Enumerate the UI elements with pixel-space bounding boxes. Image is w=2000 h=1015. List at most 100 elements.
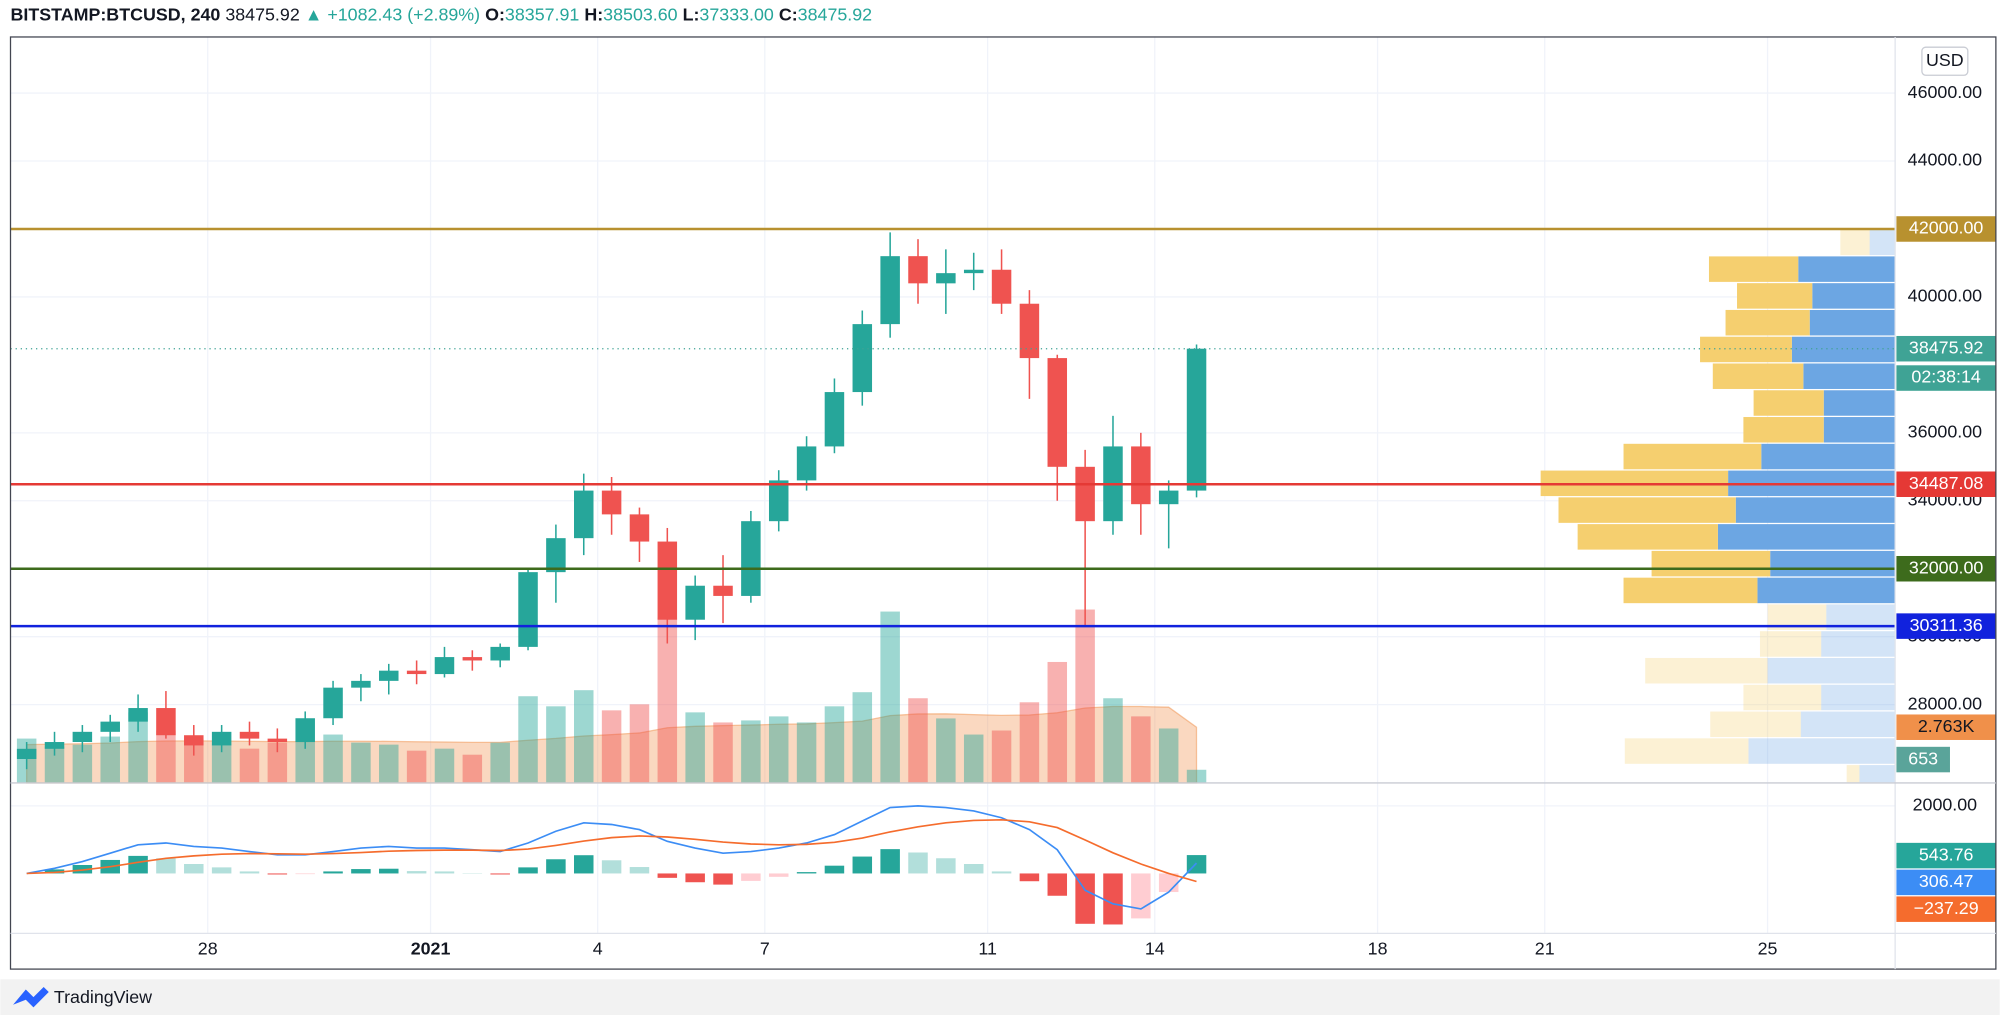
x-tick-label: 2021 xyxy=(411,939,451,959)
x-tick-label: 4 xyxy=(593,939,603,959)
macd-hist xyxy=(1047,873,1068,896)
macd-hist xyxy=(852,856,873,874)
macd-hist xyxy=(768,873,789,877)
macd-hist xyxy=(601,860,622,874)
volume-bar xyxy=(1075,609,1095,783)
candle-body xyxy=(685,585,705,620)
currency-button[interactable] xyxy=(1921,46,1969,76)
countdown: 02:38:14 xyxy=(1911,367,1981,387)
macd-hist xyxy=(573,855,594,874)
macd-hist xyxy=(546,859,566,874)
last-price: 38475.92 xyxy=(225,4,300,24)
profile-down xyxy=(1800,711,1896,738)
header: BITSTAMP:BTCUSD, 240 38475.92 ▲ +1082.43… xyxy=(11,4,873,24)
plot-area: 28 2021 4 7 11 14 18 21 25 46000.00 44000.00 40000.… xyxy=(10,36,1996,959)
volume-bar xyxy=(908,698,928,783)
volume-bar xyxy=(462,754,483,783)
macd-hist xyxy=(211,867,232,874)
macd-signal-label: −237.29 xyxy=(1914,898,1979,918)
profile-up xyxy=(1759,631,1822,657)
profile-down xyxy=(1791,336,1896,363)
macd-hist xyxy=(1019,873,1040,882)
symbol: BITSTAMP:BTCUSD, 240 xyxy=(11,4,221,24)
volume-bar xyxy=(490,742,510,783)
profile-up xyxy=(1737,283,1813,309)
volume-bar xyxy=(963,734,984,783)
candle-body xyxy=(16,748,37,760)
y-tick-label: 36000.00 xyxy=(1908,422,1983,442)
profile-down xyxy=(1809,309,1896,336)
candle-body xyxy=(657,541,678,620)
profile-down xyxy=(1821,631,1896,657)
macd-hist xyxy=(379,868,399,874)
level-label-bg xyxy=(1896,216,1996,242)
candle-body xyxy=(44,742,65,749)
volume-bar xyxy=(295,740,315,783)
macd-hist xyxy=(1131,873,1151,919)
volume-bar xyxy=(1047,661,1068,783)
candle-body xyxy=(852,324,873,393)
level-label: 32000.00 xyxy=(1909,557,1984,577)
candle-body xyxy=(1131,446,1151,505)
volume-bar xyxy=(267,742,288,783)
profile-up xyxy=(1645,657,1768,684)
candle-body xyxy=(796,446,817,481)
volume-bar xyxy=(434,748,455,783)
volume-bar xyxy=(156,730,176,783)
level-label: 34487.08 xyxy=(1909,473,1984,493)
macd-hist xyxy=(1075,873,1095,924)
ohlc-value: 38475.92 xyxy=(798,4,873,24)
candle-body xyxy=(1158,490,1179,505)
profile-down xyxy=(1823,390,1896,416)
profile-up xyxy=(1725,309,1810,336)
x-tick-label: 18 xyxy=(1368,939,1388,959)
candle-body xyxy=(768,480,789,522)
x-tick-label: 28 xyxy=(198,939,218,959)
candle-body xyxy=(824,392,845,447)
profile-down xyxy=(1859,765,1896,783)
profile-down xyxy=(1803,363,1896,389)
macd-signal-label-bg xyxy=(1896,896,1996,922)
x-tick-label: 11 xyxy=(978,939,997,959)
candle-body xyxy=(267,738,288,743)
candle-body xyxy=(379,670,399,681)
macd-signal xyxy=(26,818,1197,883)
profile-up xyxy=(1577,524,1718,550)
profile-down xyxy=(1823,417,1896,443)
macd-hist-label-bg xyxy=(1896,842,1996,869)
macd-hist xyxy=(824,865,845,874)
candle-body xyxy=(1047,358,1068,467)
macd-line-label-bg xyxy=(1896,869,1996,896)
profile-down xyxy=(1717,524,1896,550)
level-label-bg xyxy=(1896,613,1996,639)
footer-strip xyxy=(0,979,2000,1015)
candle-body xyxy=(518,572,538,647)
volume-bar xyxy=(1103,698,1123,783)
volume-bar xyxy=(1131,716,1151,783)
profile-down xyxy=(1821,684,1896,711)
brand: TradingView xyxy=(54,987,152,1007)
profile-down xyxy=(1748,738,1896,764)
volume-label: 653 xyxy=(1908,748,1938,768)
logo: TradingView xyxy=(13,986,152,1008)
candle-body xyxy=(72,731,93,743)
profile-up xyxy=(1846,765,1860,783)
profile-down xyxy=(1812,283,1896,309)
x-tick-label: 7 xyxy=(760,939,770,959)
candle-body xyxy=(351,680,371,688)
ohlc-value: 38503.60 xyxy=(603,4,678,24)
macd-hist xyxy=(490,873,510,875)
ohlc-value: 37333.00 xyxy=(699,4,774,24)
candle-body xyxy=(156,708,176,736)
ohlc-label: H: xyxy=(584,4,603,24)
macd-hist xyxy=(295,873,315,875)
candle-body xyxy=(434,657,455,675)
profile-up xyxy=(1753,390,1824,416)
candle-body xyxy=(991,269,1012,304)
volume-ma-label-bg xyxy=(1896,714,1996,740)
volume-bar xyxy=(184,738,204,783)
profile-down xyxy=(1735,497,1896,523)
currency[interactable]: USD xyxy=(1926,50,1964,70)
candle-body xyxy=(629,514,650,542)
candle-body xyxy=(462,657,483,661)
